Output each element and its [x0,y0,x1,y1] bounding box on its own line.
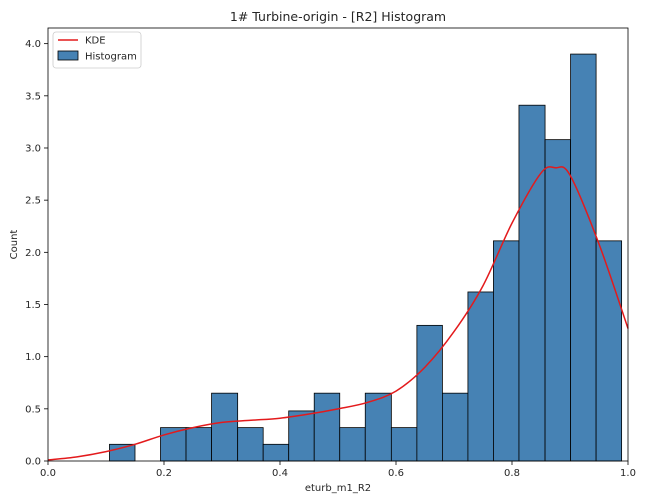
chart-title: 1# Turbine-origin - [R2] Histogram [230,9,446,24]
histogram-bar-9 [339,427,366,462]
histogram-bar-6 [262,443,290,462]
y-tick-label: 1.0 [25,352,41,363]
histogram-bar-10 [364,392,392,462]
histogram-bar-5 [237,427,264,462]
legend: KDE Histogram [52,31,142,69]
x-tick-label: 0.8 [504,468,520,479]
y-tick-label: 1.5 [25,300,41,311]
histogram-bar-12 [416,324,443,462]
histogram-bar-1 [109,443,136,462]
histogram-bar-4 [211,392,239,462]
histogram-bars [109,53,623,462]
x-tick-label: 0.6 [388,468,404,479]
histogram-bar-11 [390,427,418,462]
histogram-bar-2 [160,427,187,462]
x-axis-ticks: 0.0 0.2 0.4 0.6 0.8 1.0 [40,461,636,479]
y-tick-label: 4.0 [25,39,41,50]
kde-line [47,166,629,461]
histogram-bar-15 [493,240,520,462]
y-tick-label: 3.0 [25,143,41,154]
x-tick-label: 0.0 [40,468,56,479]
histogram-bar-18 [570,53,597,462]
y-tick-label: 2.0 [25,248,41,259]
y-tick-label: 2.5 [25,196,41,207]
x-tick-label: 1.0 [620,468,636,479]
x-tick-label: 0.4 [272,468,288,479]
plot-frame [47,27,629,462]
legend-histogram-label: Histogram [85,52,137,63]
histogram-bar-17 [544,139,571,462]
histogram-bar-14 [467,291,494,462]
legend-histogram-swatch [57,50,79,61]
legend-kde-label: KDE [85,36,106,47]
histogram-bar-19 [595,240,623,462]
kde-line-layer [47,166,629,461]
y-tick-label: 0.5 [25,404,41,415]
x-axis-label: eturb_m1_R2 [305,483,371,494]
histogram-bar-3 [185,427,212,462]
histogram-bar-7 [288,410,315,462]
x-tick-label: 0.2 [156,468,172,479]
histogram-bar-16 [518,104,546,462]
histogram-bar-8 [313,392,341,462]
y-tick-label: 0.0 [25,457,41,468]
y-axis-label: Count [9,230,20,260]
histogram-bar-13 [441,392,469,462]
y-axis-ticks: 0.0 0.5 1.0 1.5 2.0 2.5 3.0 3.5 4.0 [25,39,48,468]
y-tick-label: 3.5 [25,91,41,102]
